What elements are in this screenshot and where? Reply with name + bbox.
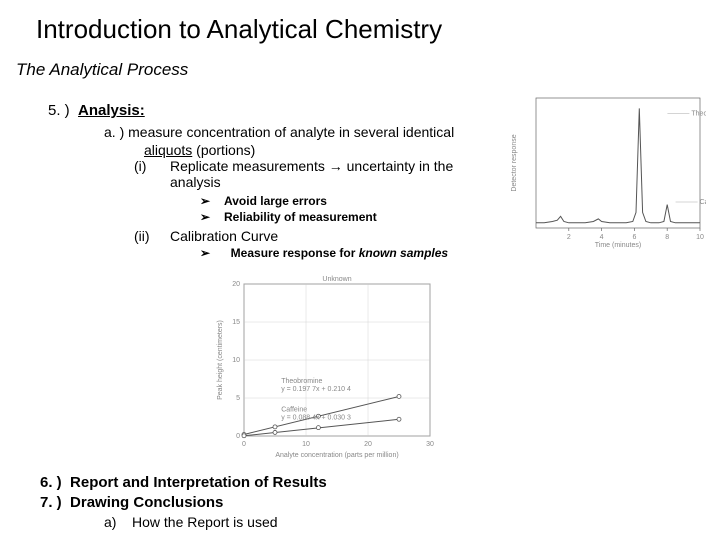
svg-text:20: 20 [232,281,240,288]
roman-ii-label: (ii) [134,228,150,244]
bullet-icon: ➢ [200,246,214,262]
svg-text:y = 0.197 7x + 0.210 4: y = 0.197 7x + 0.210 4 [281,386,351,393]
roman-i-text: Replicate measurements → uncertainty in … [170,158,480,190]
svg-text:5: 5 [236,395,240,402]
svg-text:4: 4 [600,234,604,241]
section-7: 7. ) Drawing Conclusions [40,494,223,511]
svg-text:10: 10 [232,357,240,364]
page-title: Introduction to Analytical Chemistry [36,14,442,45]
svg-text:8: 8 [665,234,669,241]
bullet-icon: ➢ [200,194,214,210]
svg-text:15: 15 [232,319,240,326]
svg-text:30: 30 [426,441,434,448]
svg-text:0: 0 [236,433,240,440]
svg-text:20: 20 [364,441,372,448]
svg-text:Theobromine: Theobromine [691,111,706,118]
calibration-chart: 0 10 20 30 0 5 10 15 20 Analyte concentration (pa… [210,270,440,460]
svg-text:y = 0.088 4x + 0.030 3: y = 0.088 4x + 0.030 3 [281,415,351,422]
section-6: 6. ) Report and Interpretation of Result… [40,474,327,491]
section-7-sub: a) How the Report is used [104,514,278,530]
svg-text:0: 0 [242,441,246,448]
subtitle: The Analytical Process [16,60,188,80]
svg-text:Unknown: Unknown [322,276,351,283]
section-6-number: 6. ) [40,474,62,491]
svg-text:10: 10 [302,441,310,448]
sub7-text: How the Report is used [132,514,278,530]
svg-text:Caffeine: Caffeine [700,199,706,206]
bullet-ii-prefix: Measure response for [231,246,359,260]
section-5-body: a. ) measure concentration of analyte in… [104,124,474,159]
chromatogram-chart: 2 4 6 8 10 Time (minutes) Detector response The… [506,90,706,250]
body-a-line1: a. ) measure concentration of analyte in… [104,124,454,140]
svg-text:Peak height (centimeters): Peak height (centimeters) [217,320,224,400]
section-5-heading: 5. ) Analysis: [48,102,145,119]
section-7-number: 7. ) [40,494,62,511]
section-5-number: 5. ) [48,102,70,119]
svg-text:Caffeine: Caffeine [281,407,307,414]
roman-ii-text: Calibration Curve [170,228,480,244]
roman-ii-bullets: ➢ Measure response for known samples [200,246,448,262]
svg-text:Theobromine: Theobromine [281,378,322,385]
aliquots-word: aliquots [144,142,192,158]
bullet-ii-italic: known samples [359,246,448,260]
svg-text:10: 10 [696,234,704,241]
roman-i-bullets: ➢ Avoid large errors ➢ Reliability of me… [200,194,377,225]
section-7-title: Drawing Conclusions [70,494,223,511]
svg-text:Time (minutes): Time (minutes) [595,242,641,249]
svg-text:Analyte concentration (parts p: Analyte concentration (parts per million… [275,452,398,459]
roman-i-label: (i) [134,158,146,174]
bullet-icon: ➢ [200,210,214,226]
section-6-title: Report and Interpretation of Results [70,474,327,491]
svg-text:6: 6 [632,234,636,241]
sub7-label: a) [104,514,116,530]
bullet-i-1: Avoid large errors [224,194,327,208]
svg-text:Detector response: Detector response [511,134,518,191]
portions-word: (portions) [192,142,255,158]
section-5-title: Analysis: [78,102,145,119]
bullet-i-2: Reliability of measurement [224,210,377,224]
svg-text:2: 2 [567,234,571,241]
